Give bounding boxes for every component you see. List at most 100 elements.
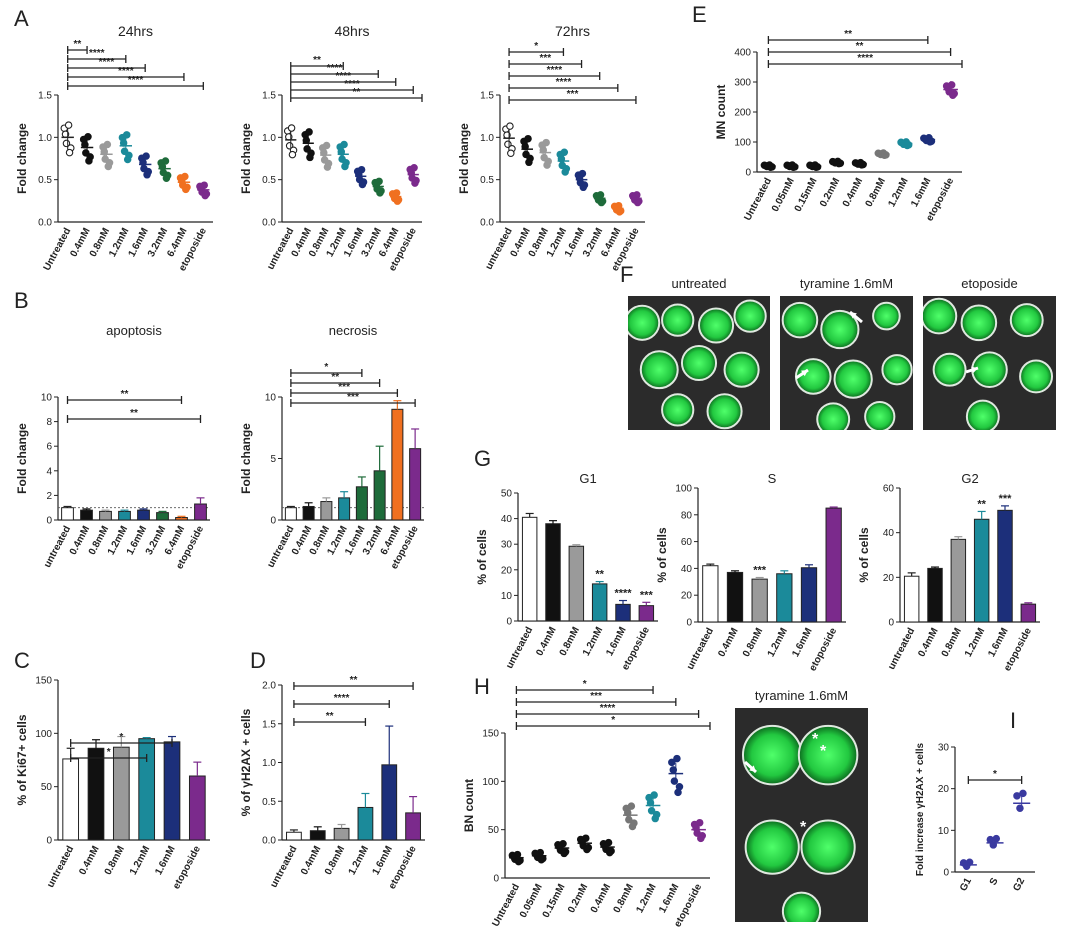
chart-g-xtick-label: 0.4mM — [534, 625, 558, 658]
chart-h-point — [668, 758, 676, 767]
chart-g2-ytick-label: 20 — [681, 591, 693, 602]
chart-i-point — [1016, 804, 1024, 812]
chart-a-sig-label: **** — [118, 66, 134, 77]
chart-a-sig-label: **** — [99, 57, 115, 68]
chart-a3-point — [579, 183, 588, 192]
chart-b-title: apoptosis — [106, 323, 162, 338]
chart-a-point — [84, 133, 92, 141]
chart-a-point — [182, 185, 190, 194]
chart-g2-bar — [726, 571, 744, 623]
chart-g-bar — [638, 605, 655, 622]
chart-g3-bar — [973, 518, 990, 623]
cell — [661, 393, 695, 427]
chart-g: G1 % of cells 0 10 20 30 40 50 untreated 0.4mM 0.8… — [475, 471, 658, 672]
chart-a2-ylabel: Fold change — [239, 123, 253, 194]
chart-a-ytick-label: 1.0 — [38, 133, 52, 144]
chart-a2-sig-label: **** — [327, 63, 343, 74]
chart-a-ylabel: Fold change — [15, 123, 29, 194]
chart-a2-point — [358, 180, 367, 189]
chart-g3-ytick-label: 20 — [883, 573, 895, 584]
chart-h-xtick-label: 0.8mM — [612, 882, 636, 915]
chart-h-point — [605, 848, 614, 857]
chart-h-point — [650, 791, 658, 799]
chart-g3-ytick-label: 60 — [883, 484, 895, 495]
chart-a2-point — [341, 162, 349, 171]
cell — [1009, 303, 1044, 338]
chart-c-xtick-label: 1.2mM — [128, 844, 152, 877]
chart-h-point — [627, 802, 636, 810]
chart-b2-ytick-label: 5 — [270, 454, 276, 465]
chart-b2-bar — [302, 505, 315, 521]
chart-a3-point — [524, 134, 532, 143]
micrograph-h-cells — [741, 724, 859, 922]
chart-g-xtick-label: 0.8mM — [558, 625, 582, 658]
chart-g2-xtick-label: untreated — [685, 626, 716, 671]
chart-a2-point — [323, 163, 332, 171]
chart-d-bar — [357, 806, 374, 841]
chart-d-xtick-label: 0.8mM — [323, 844, 347, 877]
chart-a-point — [65, 148, 74, 157]
chart-h-ytick-label: 150 — [482, 729, 499, 740]
chart-i-point — [992, 834, 1001, 843]
chart-c-ytick-label: 150 — [35, 676, 52, 687]
chart-g3-ytick-label: 40 — [883, 528, 895, 539]
chart-g3-bar — [1020, 603, 1037, 623]
chart-a2-sig-label: ** — [313, 55, 321, 66]
chart-h: BN count050100150Untreated0.05mM0.15mM0.… — [462, 679, 711, 929]
chart-g2-xtick-label: 1.2mM — [766, 626, 790, 659]
chart-g2-sig-label: *** — [753, 565, 767, 577]
chart-a-point — [142, 152, 150, 160]
arrow-icon-head — [801, 370, 808, 377]
chart-a-point — [122, 131, 131, 139]
chart-a-point — [64, 121, 73, 129]
chart-a3-ytick-label: 0.5 — [480, 175, 494, 186]
cell — [833, 359, 873, 399]
cell — [733, 299, 767, 333]
chart-h-xtick-label: 1.2mM — [634, 882, 658, 915]
chart-c-bar — [87, 747, 105, 841]
chart-a-point — [143, 171, 151, 179]
chart-g2-ytick-label: 60 — [681, 537, 693, 548]
chart-b-sig-label: ** — [121, 389, 129, 400]
chart-b-bar — [156, 512, 169, 521]
chart-c: % of Ki67+ cells 0 50 100 150 untreated 0.4mM 0… — [15, 676, 210, 891]
chart-a-sig-label: **** — [89, 48, 105, 59]
chart-a3-point — [543, 161, 551, 169]
chart-h-xtick-label: 0.2mM — [566, 882, 590, 915]
chart-h-point — [537, 856, 546, 864]
chart-a3-point — [525, 158, 533, 167]
chart-g-ytick-label: 0 — [506, 617, 512, 628]
cell — [872, 301, 901, 331]
chart-a2-sig-label: **** — [335, 71, 351, 82]
chart-g-sig-label: *** — [640, 589, 654, 601]
chart-g2-bar — [800, 567, 818, 623]
chart-b-bar — [80, 509, 93, 521]
chart-b-ytick-label: 10 — [41, 393, 53, 404]
chart-b-bar — [194, 503, 207, 521]
chart-g-sig-label: ** — [595, 569, 604, 581]
chart-a3-ytick-label: 0.0 — [480, 218, 494, 229]
chart-a2-point — [340, 140, 348, 149]
chart-e-xtick-label: 0.15mM — [793, 176, 820, 214]
chart-d: % of γH2AX + cells 0.0 0.5 1.0 1.5 2.0 untreat… — [239, 675, 425, 891]
cell — [741, 724, 803, 786]
chart-a3-point — [507, 149, 515, 158]
cell — [932, 352, 967, 387]
chart-b-bar — [137, 509, 150, 521]
chart-g3-bar — [997, 509, 1013, 623]
chart-b-bar — [99, 510, 112, 521]
chart-g2-ytick-label: 100 — [675, 484, 692, 495]
chart-g3-xtick-label: 0.4mM — [916, 626, 940, 659]
panel-letter-a: A — [14, 6, 29, 31]
chart-g-bar — [615, 603, 631, 622]
chart-a3-point — [542, 138, 550, 147]
chart-e-xtick-label: 0.8mM — [864, 176, 888, 209]
chart-a2-title: 48hrs — [334, 23, 369, 39]
chart-g2-ytick-label: 40 — [681, 564, 693, 575]
chart-c-sig-label: * — [119, 732, 123, 743]
chart-a3-ytick-label: 1.0 — [480, 133, 494, 144]
chart-g3-xtick-label: 0.8mM — [940, 626, 964, 659]
